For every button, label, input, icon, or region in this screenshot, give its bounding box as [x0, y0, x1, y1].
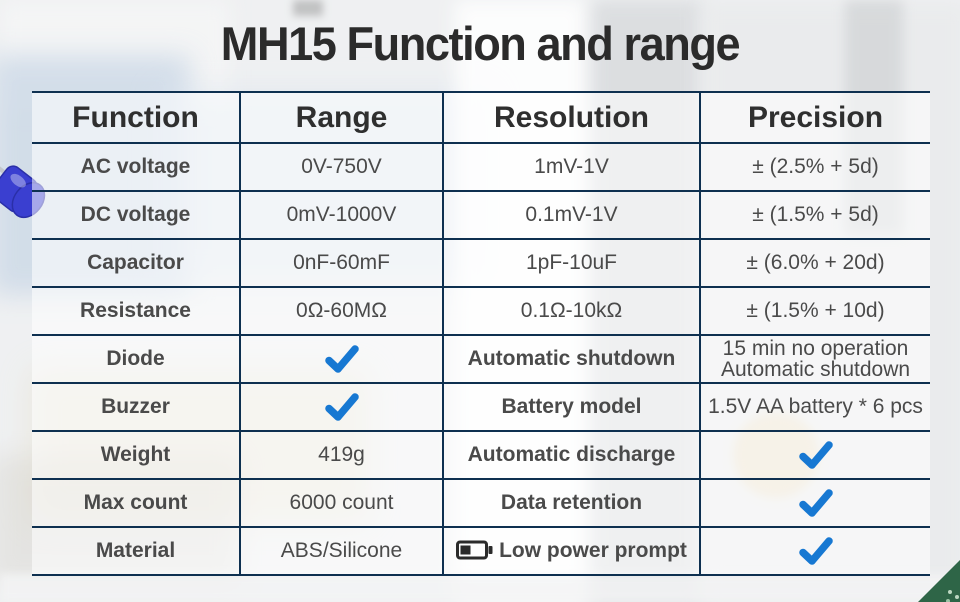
function-cell: Material	[32, 526, 240, 575]
function-cell: Capacitor	[32, 238, 240, 287]
function-value: Diode	[106, 347, 165, 370]
precision-line: 15 min no operation	[722, 337, 909, 360]
function-cell: Resistance	[32, 286, 240, 335]
resolution-cell: Data retention	[442, 478, 700, 527]
resolution-value: Battery model	[501, 395, 642, 418]
resolution-value: 1pF-10uF	[525, 251, 618, 274]
table-row: AC voltage 0V-750V 1mV-1V ± (2.5% + 5d)	[32, 142, 930, 191]
function-value: Weight	[100, 443, 171, 466]
function-cell: Buzzer	[32, 382, 240, 431]
battery-low-icon	[456, 540, 493, 560]
precision-value: ± (2.5% + 5d)	[752, 155, 879, 178]
table-row: Diode Automatic shutdown 15 min no opera…	[32, 334, 930, 383]
function-cell: Weight	[32, 430, 240, 479]
column-header-function: Function	[32, 91, 240, 143]
range-cell: 0nF-60mF	[239, 238, 443, 287]
resolution-value: 0.1mV-1V	[525, 203, 618, 226]
page-title: MH15 Function and range	[220, 17, 741, 70]
column-header-range: Range	[239, 91, 443, 143]
background-blur-patch	[0, 574, 960, 602]
table-row: Weight 419g Automatic discharge	[32, 430, 930, 479]
function-value: Material	[95, 539, 176, 562]
range-value: 0Ω-60MΩ	[296, 299, 387, 322]
precision-cell: 15 min no operation Automatic shutdown	[699, 334, 930, 383]
function-value: Capacitor	[87, 251, 184, 274]
function-cell: Diode	[32, 334, 240, 383]
precision-value: 1.5V AA battery * 6 pcs	[708, 395, 923, 418]
range-cell: ABS/Silicone	[239, 526, 443, 575]
resolution-cell: Automatic discharge	[442, 430, 700, 479]
range-cell: 419g	[239, 430, 443, 479]
range-value: 0V-750V	[301, 155, 382, 178]
check-icon	[798, 537, 833, 565]
resolution-value: Low power prompt	[499, 539, 687, 562]
precision-value: ± (6.0% + 20d)	[746, 251, 885, 274]
check-icon	[324, 345, 359, 373]
resolution-value: Automatic shutdown	[467, 347, 676, 370]
resolution-cell: 1mV-1V	[442, 142, 700, 191]
range-cell: 0V-750V	[239, 142, 443, 191]
range-value: 419g	[318, 443, 365, 466]
function-cell: AC voltage	[32, 142, 240, 191]
resolution-cell: Low power prompt	[442, 526, 700, 575]
resolution-cell: 0.1Ω-10kΩ	[442, 286, 700, 335]
precision-cell: ± (2.5% + 5d)	[699, 142, 930, 191]
table-row: Material ABS/Silicone Low power prompt	[32, 526, 930, 575]
range-cell	[239, 382, 443, 431]
resolution-value: Automatic discharge	[467, 443, 676, 466]
column-header-precision: Precision	[699, 91, 930, 143]
table-row: Max count 6000 count Data retention	[32, 478, 930, 527]
range-value: 0mV-1000V	[286, 203, 397, 226]
precision-cell: ± (1.5% + 10d)	[699, 286, 930, 335]
resolution-value: 0.1Ω-10kΩ	[520, 299, 623, 322]
range-value: ABS/Silicone	[280, 539, 403, 562]
precision-cell	[699, 430, 930, 479]
range-cell: 0mV-1000V	[239, 190, 443, 239]
corner-logo-mark	[948, 590, 952, 594]
check-icon	[324, 393, 359, 421]
resolution-cell: Automatic shutdown	[442, 334, 700, 383]
spec-table-body: AC voltage 0V-750V 1mV-1V ± (2.5% + 5d) …	[32, 142, 930, 575]
range-value: 6000 count	[289, 491, 394, 514]
function-value: Max count	[83, 491, 188, 514]
resolution-cell: 1pF-10uF	[442, 238, 700, 287]
header-row: Function Range Resolution Precision	[32, 91, 930, 143]
table-row: Buzzer Battery model 1.5V AA battery * 6…	[32, 382, 930, 431]
precision-cell	[699, 478, 930, 527]
function-value: AC voltage	[80, 155, 191, 178]
table-row: DC voltage 0mV-1000V 0.1mV-1V ± (1.5% + …	[32, 190, 930, 239]
precision-cell: ± (6.0% + 20d)	[699, 238, 930, 287]
precision-cell: ± (1.5% + 5d)	[699, 190, 930, 239]
resolution-cell: Battery model	[442, 382, 700, 431]
function-value: Resistance	[80, 299, 191, 322]
range-cell: 6000 count	[239, 478, 443, 527]
function-value: Buzzer	[101, 395, 170, 418]
precision-value: ± (1.5% + 10d)	[746, 299, 885, 322]
resolution-value: 1mV-1V	[534, 155, 609, 178]
resolution-cell: 0.1mV-1V	[442, 190, 700, 239]
range-cell: 0Ω-60MΩ	[239, 286, 443, 335]
spec-table: Function Range Resolution Precision AC v…	[32, 91, 930, 576]
function-cell: Max count	[32, 478, 240, 527]
precision-value: ± (1.5% + 5d)	[752, 203, 879, 226]
range-value: 0nF-60mF	[293, 251, 390, 274]
precision-cell	[699, 526, 930, 575]
resolution-value: Data retention	[500, 491, 643, 514]
precision-line: Automatic shutdown	[720, 358, 911, 381]
range-cell	[239, 334, 443, 383]
table-row: Resistance 0Ω-60MΩ 0.1Ω-10kΩ ± (1.5% + 1…	[32, 286, 930, 335]
check-icon	[798, 489, 833, 517]
function-value: DC voltage	[80, 203, 191, 226]
precision-cell: 1.5V AA battery * 6 pcs	[699, 382, 930, 431]
column-header-resolution: Resolution	[442, 91, 700, 143]
check-icon	[798, 441, 833, 469]
background-blur-patch	[293, 0, 323, 16]
table-row: Capacitor 0nF-60mF 1pF-10uF ± (6.0% + 20…	[32, 238, 930, 287]
function-cell: DC voltage	[32, 190, 240, 239]
